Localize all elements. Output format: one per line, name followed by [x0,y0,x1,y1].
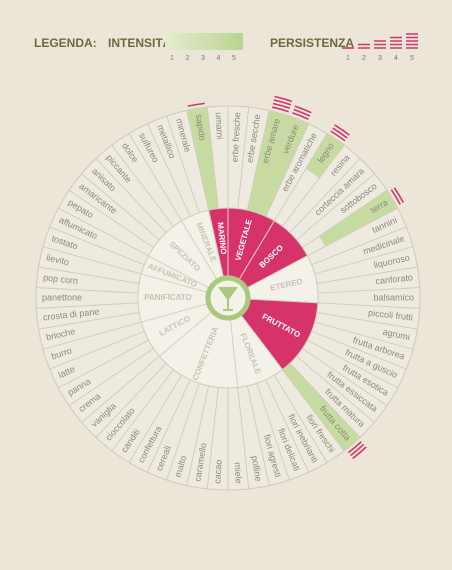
persistence-bars [390,187,405,205]
persistence-scale-label: 3 [378,55,382,62]
persistence-scale-label: 5 [410,55,414,62]
persistence-label: PERSISTENZA [270,36,354,50]
legend: LEGENDA: INTENSITÀ PERSISTENZA 1 2 3 4 5 1 2 3 4… [34,33,418,62]
legend-title: LEGENDA: [34,36,97,50]
persistence-icon [390,36,402,49]
persistence-icon [374,40,386,49]
descriptor-label: erbe fresche [230,112,243,162]
descriptor-label: polline [250,455,264,482]
descriptor-label: umami [214,112,225,140]
descriptor-label: lievito [45,253,70,268]
descriptor-label: balsamico [373,292,414,302]
intensity-scale-label: 1 [170,55,174,62]
persistence-bars [271,95,293,113]
descriptor-label: pop corn [43,272,79,286]
descriptor-label: canforato [375,272,413,286]
descriptor-label: panettone [42,292,82,302]
persistence-icon [406,33,418,49]
persistence-scale-label: 1 [346,55,350,62]
descriptor-label: piccoli frutti [368,308,414,323]
intensity-gradient [165,33,243,50]
persistence-bars [347,441,367,460]
persistence-bars [292,105,312,120]
persistence-icon [358,43,370,49]
intensity-label: INTENSITÀ [108,35,172,50]
descriptor-label: sapido [194,114,208,142]
persistence-scale-label: 2 [362,55,366,62]
descriptor-segment [206,105,229,209]
category-label: MARINO [216,222,228,255]
center-glass [205,275,251,321]
intensity-scale-label: 5 [232,55,236,62]
persistence-bars [330,124,350,142]
descriptor-label: cacao [212,459,223,484]
intensity-scale-label: 4 [217,55,221,62]
intensity-scale-label: 3 [201,55,205,62]
persistence-scale-label: 4 [394,55,398,62]
descriptor-label: miele [233,462,244,484]
intensity-scale-label: 2 [186,55,190,62]
persistence-bars [187,102,205,107]
category-label: PANIFICATO [144,293,192,302]
